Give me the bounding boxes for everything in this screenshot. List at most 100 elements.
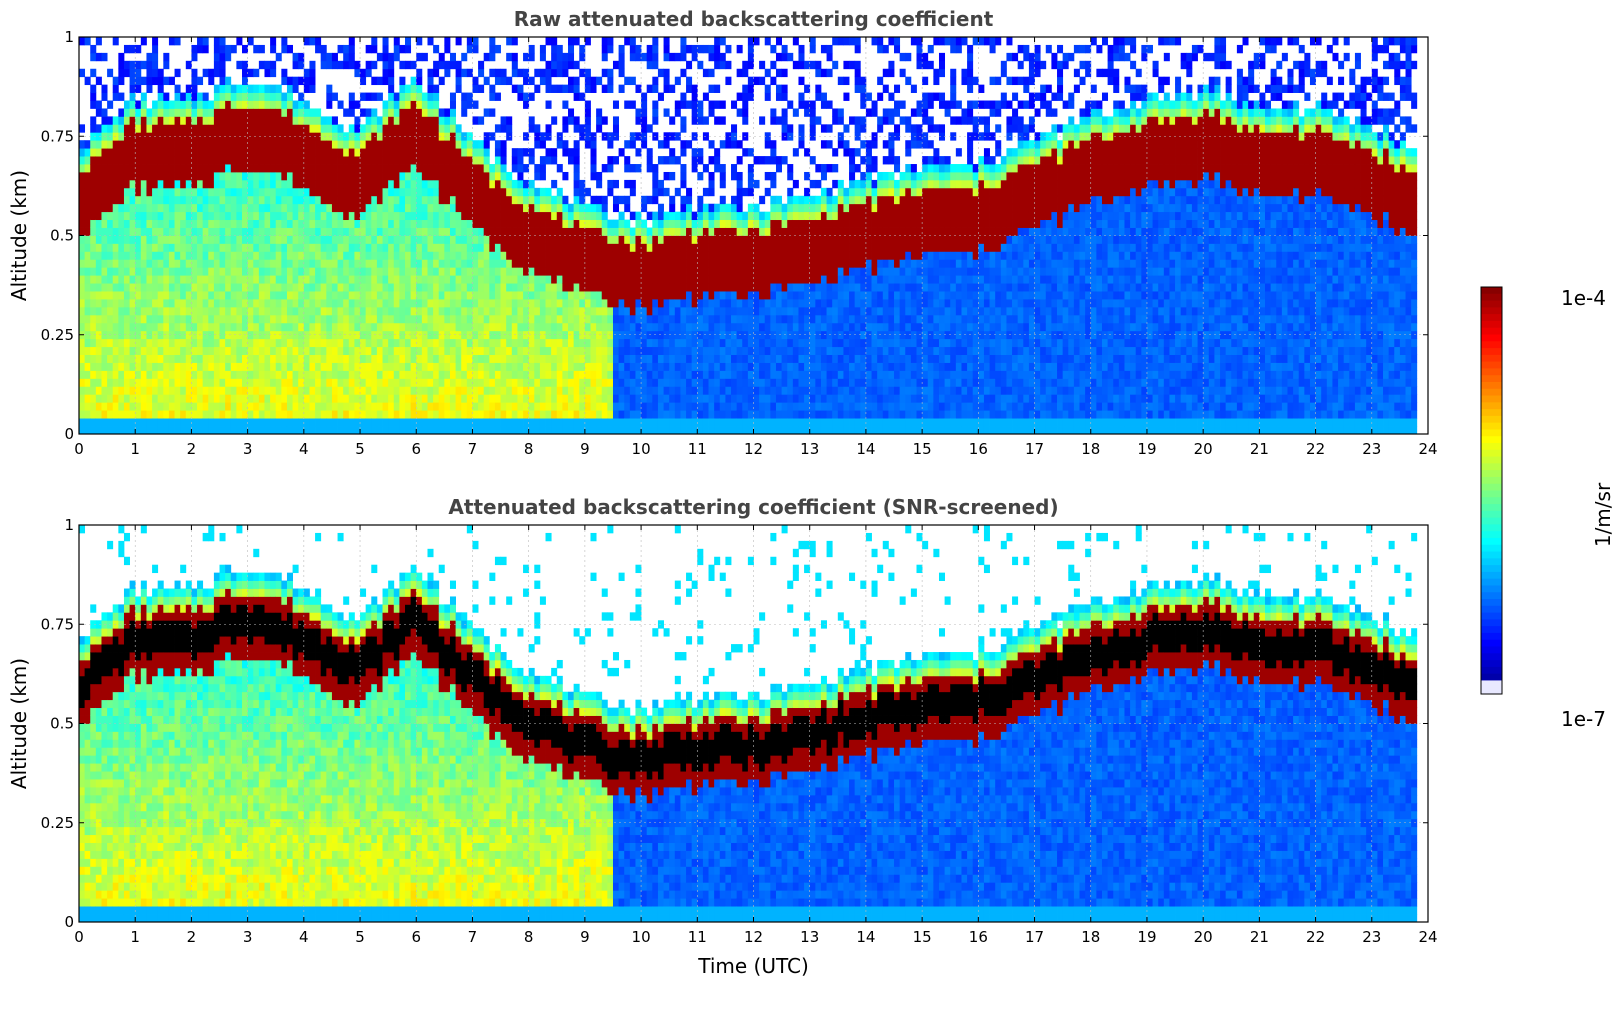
heatmap-cell bbox=[186, 243, 192, 251]
heatmap-cell bbox=[124, 108, 130, 116]
heatmap-cell bbox=[208, 196, 214, 204]
heatmap-cell bbox=[197, 347, 203, 355]
heatmap-cell bbox=[135, 180, 141, 188]
heatmap-cell bbox=[186, 275, 192, 283]
heatmap-cell bbox=[101, 339, 107, 347]
heatmap-cell bbox=[79, 251, 85, 259]
heatmap-cell bbox=[175, 315, 181, 323]
heatmap-cell bbox=[225, 228, 231, 236]
heatmap-cell bbox=[264, 180, 270, 188]
heatmap-cell bbox=[118, 156, 124, 164]
heatmap-cell bbox=[203, 172, 209, 180]
heatmap-cell bbox=[214, 299, 220, 307]
heatmap-cell bbox=[248, 386, 254, 394]
heatmap-cell bbox=[135, 108, 141, 116]
heatmap-cell bbox=[135, 172, 141, 180]
heatmap-cell bbox=[236, 291, 242, 299]
heatmap-cell bbox=[203, 164, 209, 172]
heatmap-cell bbox=[220, 386, 226, 394]
heatmap-cell bbox=[96, 315, 102, 323]
heatmap-cell bbox=[276, 156, 282, 164]
heatmap-cell bbox=[158, 204, 164, 212]
heatmap-cell bbox=[203, 363, 209, 371]
heatmap-cell bbox=[169, 315, 175, 323]
heatmap-cell bbox=[315, 267, 321, 275]
heatmap-cell bbox=[298, 363, 304, 371]
heatmap-cell bbox=[152, 323, 158, 331]
heatmap-cell bbox=[264, 323, 270, 331]
heatmap-cell bbox=[253, 140, 259, 148]
heatmap-cell bbox=[124, 204, 130, 212]
heatmap-cell bbox=[130, 291, 136, 299]
heatmap-cell bbox=[248, 267, 254, 275]
panel-raw: 0 1 2 3 4 5 6 7 8 9 10 11 12 13 14 15 16 17 18 19 20 21 22 23 24… bbox=[7, 7, 1438, 458]
heatmap-cell bbox=[304, 283, 310, 291]
heatmap-cell bbox=[90, 275, 96, 283]
heatmap-cell bbox=[135, 426, 141, 434]
heatmap-cell bbox=[101, 172, 107, 180]
heatmap-cell bbox=[220, 315, 226, 323]
heatmap-cell bbox=[321, 259, 327, 267]
heatmap-cell bbox=[248, 378, 254, 386]
heatmap-cell bbox=[101, 291, 107, 299]
heatmap-cell bbox=[169, 283, 175, 291]
heatmap-cell bbox=[169, 275, 175, 283]
heatmap-cell bbox=[208, 283, 214, 291]
heatmap-cell bbox=[186, 204, 192, 212]
heatmap-cell bbox=[197, 275, 203, 283]
heatmap-cell bbox=[214, 251, 220, 259]
heatmap-cell bbox=[253, 307, 259, 315]
heatmap-cell bbox=[163, 77, 169, 85]
heatmap-cell bbox=[236, 148, 242, 156]
heatmap-cell bbox=[152, 363, 158, 371]
heatmap-cell bbox=[287, 259, 293, 267]
heatmap-cell bbox=[175, 418, 181, 426]
heatmap-cell bbox=[248, 124, 254, 132]
heatmap-cell bbox=[197, 148, 203, 156]
heatmap-cell bbox=[163, 378, 169, 386]
heatmap-cell bbox=[231, 243, 237, 251]
heatmap-cell bbox=[315, 323, 321, 331]
heatmap-cell bbox=[101, 93, 107, 101]
heatmap-cell bbox=[124, 172, 130, 180]
heatmap-cell bbox=[90, 378, 96, 386]
heatmap-cell bbox=[169, 394, 175, 402]
heatmap-cell bbox=[141, 101, 147, 109]
heatmap-cell bbox=[270, 220, 276, 228]
heatmap-cell bbox=[79, 236, 85, 244]
heatmap-cell bbox=[236, 394, 242, 402]
heatmap-cell bbox=[309, 69, 315, 77]
heatmap-cell bbox=[208, 172, 214, 180]
heatmap-cell bbox=[315, 180, 321, 188]
heatmap-cell bbox=[191, 394, 197, 402]
heatmap-cell bbox=[214, 410, 220, 418]
heatmap-cell bbox=[220, 243, 226, 251]
heatmap-cell bbox=[225, 243, 231, 251]
heatmap-cell bbox=[264, 188, 270, 196]
heatmap-cell bbox=[130, 283, 136, 291]
heatmap-cell bbox=[231, 228, 237, 236]
heatmap-cell bbox=[197, 267, 203, 275]
heatmap-cell bbox=[90, 180, 96, 188]
heatmap-cell bbox=[130, 251, 136, 259]
heatmap-cell bbox=[315, 204, 321, 212]
heatmap-cell bbox=[135, 101, 141, 109]
heatmap-cell bbox=[79, 291, 85, 299]
heatmap-cell bbox=[264, 251, 270, 259]
heatmap-cell bbox=[231, 418, 237, 426]
heatmap-cell bbox=[175, 124, 181, 132]
heatmap-cell bbox=[231, 188, 237, 196]
heatmap-cell bbox=[321, 196, 327, 204]
heatmap-cell bbox=[231, 220, 237, 228]
heatmap-cell bbox=[169, 164, 175, 172]
heatmap-cell bbox=[152, 418, 158, 426]
heatmap-cell bbox=[191, 124, 197, 132]
heatmap-cell bbox=[315, 108, 321, 116]
heatmap-cell bbox=[135, 236, 141, 244]
heatmap-cell bbox=[135, 140, 141, 148]
heatmap-cell bbox=[146, 267, 152, 275]
heatmap-cell bbox=[186, 291, 192, 299]
heatmap-cell bbox=[315, 299, 321, 307]
heatmap-cell bbox=[85, 323, 91, 331]
heatmap-cell bbox=[248, 275, 254, 283]
